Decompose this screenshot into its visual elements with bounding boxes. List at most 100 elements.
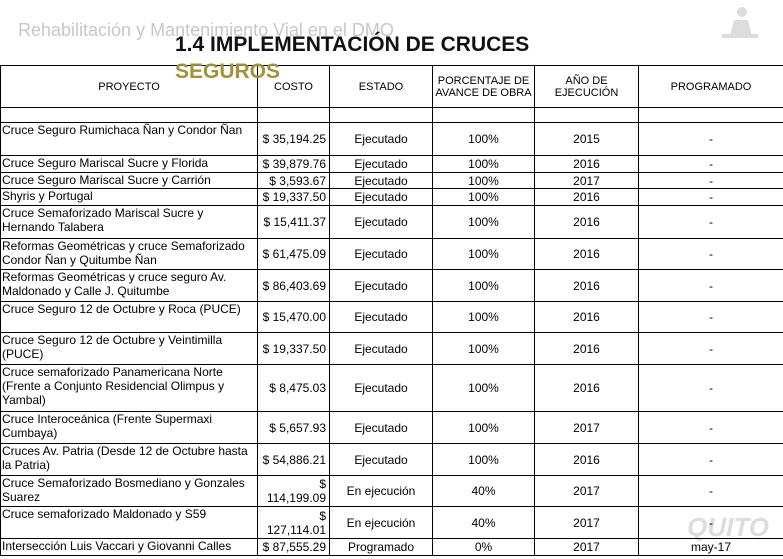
table-cell: 100% <box>432 172 535 189</box>
table-cell: - <box>638 301 783 333</box>
table-cell: 2017 <box>534 172 639 189</box>
table: PROYECTO COSTO ESTADO PORCENTAJE DE AVANCE … <box>0 65 783 556</box>
table-row: Intersección Luis Vaccari y Giovanni Cal… <box>0 538 783 556</box>
title: SEGUROS <box>175 60 281 83</box>
table-cell: Cruce Semaforizado Bosmediano y Gonzales… <box>0 475 258 507</box>
spacer-row <box>0 107 783 123</box>
table-cell: Ejecutado <box>329 411 433 444</box>
table-cell: Ejecutado <box>329 332 433 365</box>
table-cell: $ 54,886.21 <box>257 443 330 476</box>
table-cell: $ 114,199.09 <box>257 475 330 507</box>
table-cell: Cruce Seguro 12 de Octubre y Roca (PUCE) <box>0 301 258 333</box>
table-row: Shyris y Portugal $ 19,337.50 Ejecutado 100… <box>0 188 783 206</box>
table-cell: 2016 <box>534 269 639 302</box>
table-cell: - <box>638 188 783 206</box>
table-cell: $ 35,194.25 <box>257 122 330 156</box>
table-row: Cruce semaforizado Panamericana Norte (F… <box>0 364 783 412</box>
empty-cell <box>329 107 433 123</box>
table-cell: Reformas Geométricas y cruce Semaforizad… <box>0 238 258 270</box>
table-cell: 2017 <box>534 411 639 444</box>
table-cell: 100% <box>432 205 535 239</box>
table-cell: Ejecutado <box>329 238 433 270</box>
table-cell: may-17 <box>638 538 783 556</box>
empty-cell <box>0 107 258 123</box>
table-cell: - <box>638 205 783 239</box>
table-cell: Ejecutado <box>329 188 433 206</box>
table-cell: 2017 <box>534 475 639 507</box>
table-cell: 2016 <box>534 443 639 476</box>
table-cell: 2016 <box>534 301 639 333</box>
table-cell: 2017 <box>534 506 639 539</box>
table-row: Reformas Geométricas y cruce seguro Av. … <box>0 269 783 302</box>
table-cell: $ 3,593.67 <box>257 172 330 189</box>
table-cell: Ejecutado <box>329 443 433 476</box>
table-cell: 100% <box>432 238 535 270</box>
table-cell: 2016 <box>534 238 639 270</box>
table-cell: 2016 <box>534 155 639 173</box>
table-cell: Ejecutado <box>329 172 433 189</box>
table-cell: $ 87,555.29 <box>257 538 330 556</box>
table-cell: Cruce semaforizado Panamericana Norte (F… <box>0 364 258 412</box>
table-row: Cruce Semaforizado Bosmediano y Gonzales… <box>0 475 783 507</box>
empty-cell <box>638 107 783 123</box>
empty-cell <box>432 107 535 123</box>
table-cell: Cruce Seguro Mariscal Sucre y Florida <box>0 155 258 173</box>
table-row: Cruce semaforizado Maldonado y S59 $ 127,… <box>0 506 783 539</box>
table-cell: 2016 <box>534 205 639 239</box>
table-cell: Ejecutado <box>329 205 433 239</box>
table-cell: - <box>638 172 783 189</box>
table-cell: 40% <box>432 475 535 507</box>
header-cell: AÑO DE EJECUCIÓN <box>534 65 639 108</box>
table-cell: 100% <box>432 364 535 412</box>
empty-cell <box>534 107 639 123</box>
table-cell: Programado <box>329 538 433 556</box>
table-cell: Cruce Seguro Mariscal Sucre y Carrión <box>0 172 258 189</box>
header-cell: PORCENTAJE DE AVANCE DE OBRA <box>432 65 535 108</box>
table-cell: 40% <box>432 506 535 539</box>
table-cell: Intersección Luis Vaccari y Giovanni Cal… <box>0 538 258 556</box>
table-cell: Ejecutado <box>329 155 433 173</box>
table-cell: - <box>638 475 783 507</box>
table-row: Cruce Semaforizado Mariscal Sucre y Hern… <box>0 205 783 239</box>
table-cell: Cruce Interoceánica (Frente Supermaxi Cu… <box>0 411 258 444</box>
table-cell: Cruce Semaforizado Mariscal Sucre y Hern… <box>0 205 258 239</box>
table-cell: 2016 <box>534 188 639 206</box>
table-cell: Ejecutado <box>329 301 433 333</box>
empty-cell <box>257 107 330 123</box>
table-cell: 100% <box>432 301 535 333</box>
table-cell: $ 127,114.01 <box>257 506 330 539</box>
table-cell: 2015 <box>534 122 639 156</box>
table-cell: $ 19,337.50 <box>257 188 330 206</box>
table-cell: $ 15,470.00 <box>257 301 330 333</box>
table-cell: Cruce Seguro Rumichaca Ñan y Condor Ñan <box>0 122 258 156</box>
table-cell: 100% <box>432 269 535 302</box>
table-row: Cruce Seguro Mariscal Sucre y Carrión $ 3… <box>0 172 783 189</box>
table-cell: En ejecución <box>329 506 433 539</box>
table-cell: $ 8,475.03 <box>257 364 330 412</box>
table-cell: 2016 <box>534 332 639 365</box>
table-row: Cruces Av. Patria (Desde 12 de Octubre h… <box>0 443 783 476</box>
table-cell: - <box>638 364 783 412</box>
table-cell: $ 86,403.69 <box>257 269 330 302</box>
table-cell: $ 61,475.09 <box>257 238 330 270</box>
table-row: Cruce Seguro Mariscal Sucre y Florida $ 3… <box>0 155 783 173</box>
worker-icon <box>722 7 758 38</box>
table-cell: - <box>638 238 783 270</box>
table-cell: Ejecutado <box>329 122 433 156</box>
table-cell: En ejecución <box>329 475 433 507</box>
table-cell: $ 15,411.37 <box>257 205 330 239</box>
table-cell: $ 19,337.50 <box>257 332 330 365</box>
table-row: Cruce Seguro 12 de Octubre y Veintimilla… <box>0 332 783 365</box>
title: 1.4 IMPLEMENTACIÓN DE CRUCES <box>175 33 530 56</box>
table-cell: Reformas Geométricas y cruce seguro Av. … <box>0 269 258 302</box>
table-cell: Cruce semaforizado Maldonado y S59 <box>0 506 258 539</box>
background-title: Rehabilitación y Mantenimiento Vial en e… <box>18 20 394 40</box>
table-cell: 0% <box>432 538 535 556</box>
table-cell: 2016 <box>534 364 639 412</box>
table-cell: 2017 <box>534 538 639 556</box>
table-cell: $ 5,657.93 <box>257 411 330 444</box>
table-cell: 100% <box>432 443 535 476</box>
table-cell: Ejecutado <box>329 364 433 412</box>
table-cell: $ 39,879.76 <box>257 155 330 173</box>
